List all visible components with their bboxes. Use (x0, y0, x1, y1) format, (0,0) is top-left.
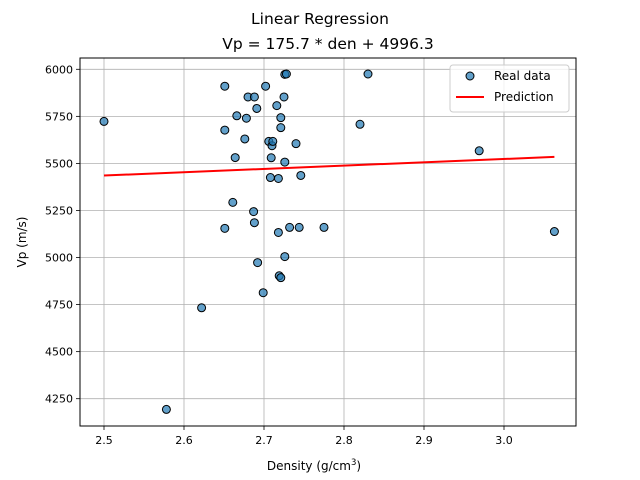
data-point (228, 197, 238, 207)
data-point (268, 136, 278, 146)
data-point (291, 139, 301, 149)
chart-title: Linear Regression (251, 10, 389, 28)
y-axis-label: Vp (m/s) (15, 217, 29, 268)
data-point (363, 69, 373, 79)
y-tick-label: 5500 (45, 157, 73, 170)
data-point (197, 303, 207, 313)
data-point (279, 92, 289, 102)
data-point (355, 119, 365, 129)
data-point (258, 288, 268, 298)
data-point (273, 173, 283, 183)
data-point (280, 157, 290, 167)
data-point (161, 404, 171, 414)
prediction-line (103, 155, 555, 177)
legend-label-real-data: Real data (494, 69, 551, 83)
data-point (276, 273, 286, 283)
x-tick-label: 2.6 (175, 434, 193, 447)
data-point (99, 116, 109, 126)
data-point (294, 222, 304, 232)
data-point (276, 113, 286, 123)
x-tick-label: 2.5 (95, 434, 113, 447)
data-point (220, 125, 230, 135)
data-point (474, 146, 484, 156)
chart-subtitle: Vp = 175.7 * den + 4996.3 (222, 35, 434, 53)
y-tick-label: 4750 (45, 299, 73, 312)
data-point (549, 227, 559, 237)
plot-frame (79, 57, 577, 427)
legend-label-prediction: Prediction (494, 90, 554, 104)
data-point (230, 153, 240, 163)
y-tick-label: 5000 (45, 252, 73, 265)
y-tick-label: 6000 (45, 63, 73, 76)
x-tick-label: 2.8 (335, 434, 353, 447)
grid (80, 58, 576, 426)
data-point (240, 134, 250, 144)
data-point (241, 113, 251, 123)
scatter-points (99, 69, 559, 414)
legend: Real data Prediction (449, 64, 570, 113)
legend-marker-real-data (465, 71, 475, 81)
y-tick-label: 5750 (45, 110, 73, 123)
data-point (220, 81, 230, 91)
data-point (249, 218, 259, 228)
data-point (273, 227, 283, 237)
data-point (249, 207, 259, 217)
y-tick-label: 4500 (45, 346, 73, 359)
y-tick-label: 5250 (45, 204, 73, 217)
x-tick-label: 2.9 (415, 434, 433, 447)
x-axis-label-superscript: 3 (351, 458, 356, 468)
data-point (285, 222, 295, 232)
data-point (249, 92, 259, 102)
x-tick-label: 2.7 (255, 434, 273, 447)
x-tick-label: 3.0 (495, 434, 513, 447)
prediction-line-layer (103, 155, 555, 177)
data-point (253, 258, 263, 268)
data-point (220, 223, 230, 233)
data-point (272, 101, 282, 111)
x-axis-label: Density (g/cm3) (267, 458, 361, 473)
data-point (261, 81, 271, 91)
data-point (266, 153, 276, 163)
data-point (232, 111, 242, 121)
data-point (276, 123, 286, 133)
data-point (252, 103, 262, 113)
axis-ticks: 2.5 2.6 2.7 2.8 2.9 3.0 4250 4500 4750 5000 5250 55… (45, 63, 513, 447)
data-point (296, 170, 306, 180)
data-point (281, 69, 291, 79)
data-point (319, 222, 329, 232)
data-point (265, 173, 275, 183)
y-tick-label: 4250 (45, 393, 73, 406)
legend-box (449, 64, 570, 113)
data-point (280, 252, 290, 262)
